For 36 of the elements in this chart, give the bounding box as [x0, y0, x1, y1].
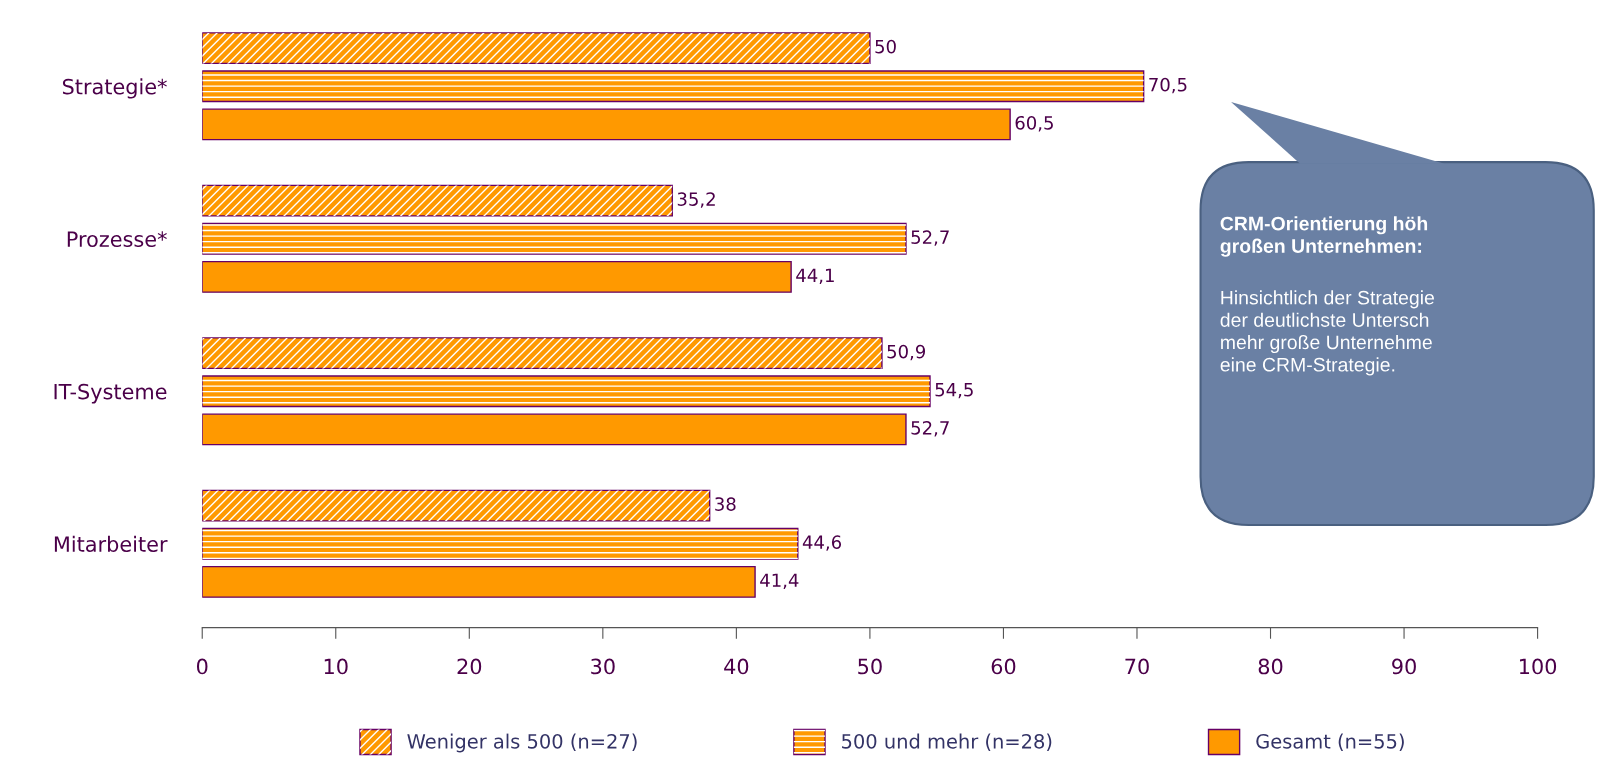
data-label: 38 [715, 497, 736, 511]
y-tick-label: IT-Systeme [54, 383, 167, 404]
x-tick-label: 100 [1520, 658, 1557, 675]
annotation: Hinsichtlich der Strategie der deutlichste Untersch mehr große Unternehme eine CRM-Strategie. [1220, 290, 1434, 376]
legend-label: Gesamt (n=55) [1256, 733, 1404, 751]
legend-label: 500 und mehr (n=28) [842, 733, 1052, 751]
x-tick-label: 70 [1125, 658, 1149, 675]
data-label: 44,6 [802, 535, 842, 551]
y-tick-label: Mitarbeiter [54, 535, 168, 552]
data-label: 50,9 [887, 344, 926, 361]
data-label: 54,5 [935, 383, 973, 399]
y-tick-label: Strategie* [62, 78, 167, 99]
data-label: 44,1 [796, 268, 834, 284]
data-label: 60,5 [1015, 115, 1053, 132]
data-label: 41,4 [760, 573, 799, 589]
y-tick-label: Prozesse* [67, 231, 167, 247]
data-label: 70,5 [1149, 77, 1187, 94]
bar [202, 260, 792, 293]
x-tick-label: 20 [457, 658, 482, 675]
bar [202, 108, 1011, 141]
legend-label: Weniger als 500 (n=27) [407, 733, 637, 753]
annotation: CRM-Orientierung höh großen Unternehmen: [1220, 216, 1428, 257]
x-tick-label: 50 [858, 658, 882, 675]
data-label: 52,7 [911, 230, 949, 246]
data-label: 35,2 [677, 192, 715, 208]
x-tick-label: 30 [591, 658, 615, 675]
x-tick-label: 60 [991, 658, 1016, 675]
bar [202, 413, 907, 446]
data-label: 52,7 [911, 420, 949, 437]
x-tick-label: 80 [1258, 658, 1283, 675]
x-tick-label: 10 [324, 658, 348, 675]
x-tick-label: 90 [1392, 658, 1416, 675]
data-label: 50 [875, 39, 896, 54]
bar [202, 565, 756, 598]
x-tick-label: 40 [724, 658, 749, 675]
x-tick-label: 0 [196, 658, 208, 675]
